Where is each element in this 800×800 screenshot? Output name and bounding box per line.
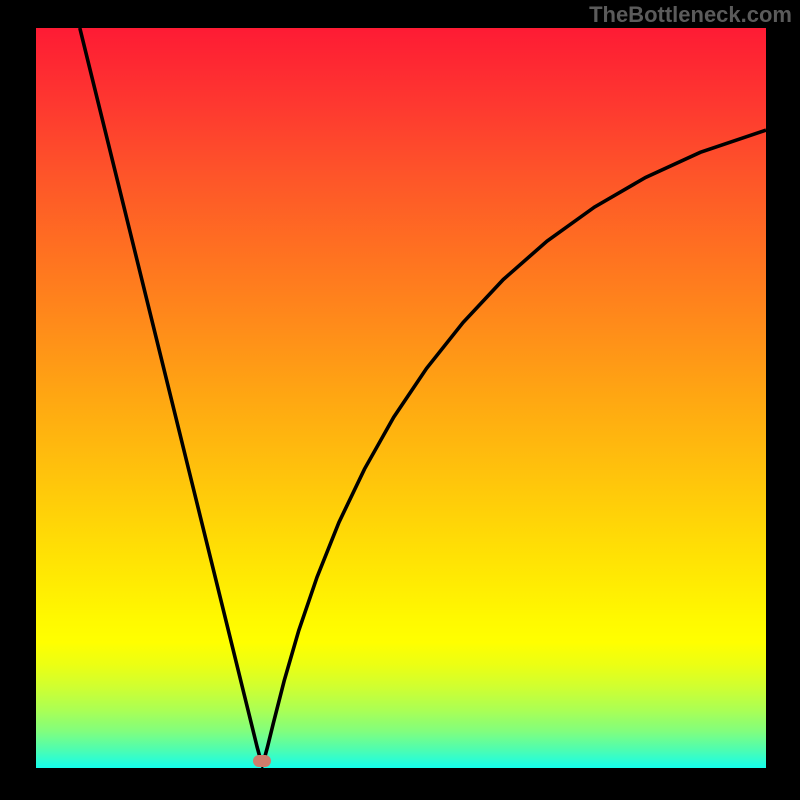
bottleneck-curve (80, 28, 766, 765)
curve-layer (36, 28, 766, 768)
optimal-point-marker (253, 755, 271, 767)
watermark-text: TheBottleneck.com (589, 2, 792, 28)
chart-plot-area (36, 28, 766, 768)
